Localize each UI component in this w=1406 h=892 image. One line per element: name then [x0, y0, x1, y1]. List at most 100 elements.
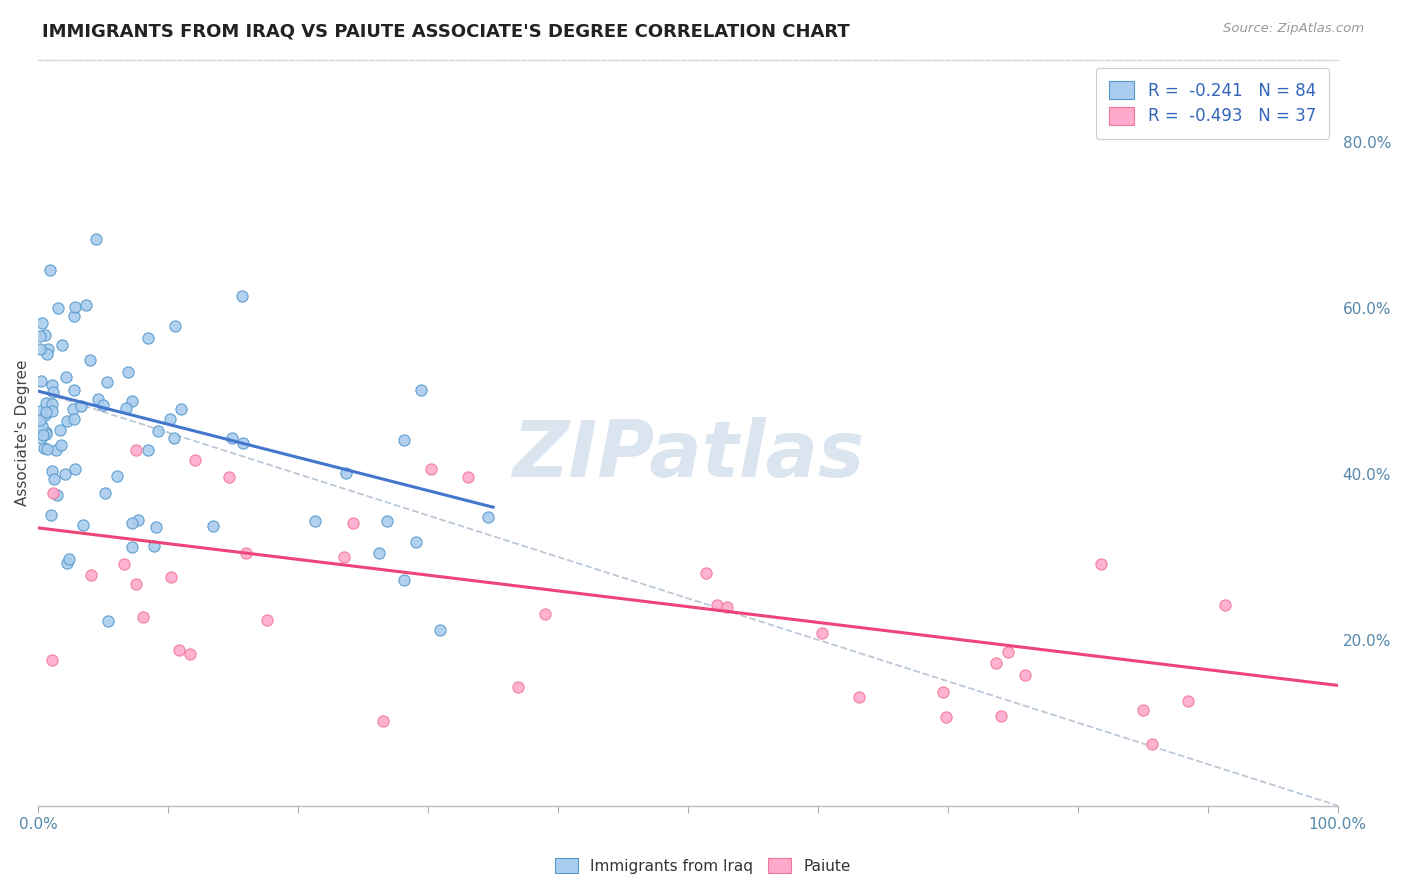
Point	[179, 647, 201, 661]
Point	[65, 300, 87, 314]
Point	[477, 510, 499, 524]
Point	[49, 438, 72, 452]
Point	[34, 427, 56, 442]
Point	[143, 540, 166, 554]
Point	[716, 600, 738, 615]
Point	[371, 714, 394, 729]
Point	[706, 598, 728, 612]
Point	[39, 508, 62, 523]
Point	[201, 519, 224, 533]
Point	[170, 401, 193, 416]
Point	[86, 232, 108, 246]
Point	[163, 318, 186, 333]
Point	[367, 546, 389, 560]
Point	[56, 414, 79, 428]
Point	[35, 425, 58, 439]
Point	[132, 610, 155, 624]
Point	[63, 383, 86, 397]
Point	[117, 365, 139, 379]
Point	[94, 486, 117, 500]
Point	[235, 546, 257, 560]
Point	[53, 467, 76, 482]
Point	[848, 690, 870, 704]
Point	[58, 551, 80, 566]
Point	[125, 443, 148, 458]
Point	[30, 329, 52, 343]
Point	[41, 653, 63, 667]
Point	[148, 424, 170, 438]
Point	[41, 465, 63, 479]
Point	[935, 710, 957, 724]
Point	[31, 317, 53, 331]
Point	[221, 431, 243, 445]
Point	[79, 568, 101, 582]
Point	[63, 412, 86, 426]
Point	[335, 466, 357, 480]
Point	[42, 385, 65, 400]
Point	[55, 369, 77, 384]
Point	[121, 541, 143, 555]
Point	[45, 488, 67, 502]
Point	[232, 436, 254, 450]
Point	[45, 442, 67, 457]
Point	[34, 327, 56, 342]
Point	[811, 625, 834, 640]
Point	[69, 399, 91, 413]
Point	[35, 442, 58, 457]
Point	[1142, 737, 1164, 751]
Point	[508, 680, 530, 694]
Point	[138, 331, 160, 345]
Point	[32, 427, 55, 442]
Point	[63, 309, 86, 323]
Point	[30, 431, 52, 445]
Point	[56, 557, 79, 571]
Point	[145, 520, 167, 534]
Point	[163, 431, 186, 445]
Legend: R =  -0.241   N = 84, R =  -0.493   N = 37: R = -0.241 N = 84, R = -0.493 N = 37	[1097, 68, 1329, 138]
Point	[1215, 598, 1237, 612]
Point	[62, 402, 84, 417]
Point	[91, 398, 114, 412]
Point	[1014, 667, 1036, 681]
Point	[121, 394, 143, 409]
Point	[46, 301, 69, 315]
Point	[41, 404, 63, 418]
Point	[394, 574, 416, 588]
Point	[96, 375, 118, 389]
Point	[49, 423, 72, 437]
Point	[31, 419, 53, 434]
Point	[405, 534, 427, 549]
Point	[997, 645, 1019, 659]
Point	[231, 289, 253, 303]
Point	[79, 353, 101, 368]
Point	[429, 623, 451, 637]
Point	[392, 434, 415, 448]
Point	[377, 514, 399, 528]
Point	[136, 442, 159, 457]
Text: Source: ZipAtlas.com: Source: ZipAtlas.com	[1223, 22, 1364, 36]
Text: IMMIGRANTS FROM IRAQ VS PAIUTE ASSOCIATE'S DEGREE CORRELATION CHART: IMMIGRANTS FROM IRAQ VS PAIUTE ASSOCIATE…	[42, 22, 851, 40]
Point	[42, 486, 65, 500]
Point	[420, 462, 443, 476]
Point	[72, 517, 94, 532]
Point	[63, 462, 86, 476]
Point	[125, 576, 148, 591]
Point	[97, 614, 120, 628]
Point	[35, 347, 58, 361]
Point	[35, 405, 58, 419]
Point	[41, 397, 63, 411]
Point	[256, 614, 278, 628]
Point	[169, 642, 191, 657]
Point	[105, 468, 128, 483]
Point	[35, 396, 58, 410]
Point	[342, 516, 364, 531]
Point	[1090, 557, 1112, 571]
Point	[932, 684, 955, 698]
Point	[32, 441, 55, 455]
Point	[304, 514, 326, 528]
Point	[30, 375, 52, 389]
Text: ZIPatlas: ZIPatlas	[512, 417, 865, 493]
Point	[28, 413, 51, 427]
Point	[75, 298, 97, 312]
Point	[41, 377, 63, 392]
